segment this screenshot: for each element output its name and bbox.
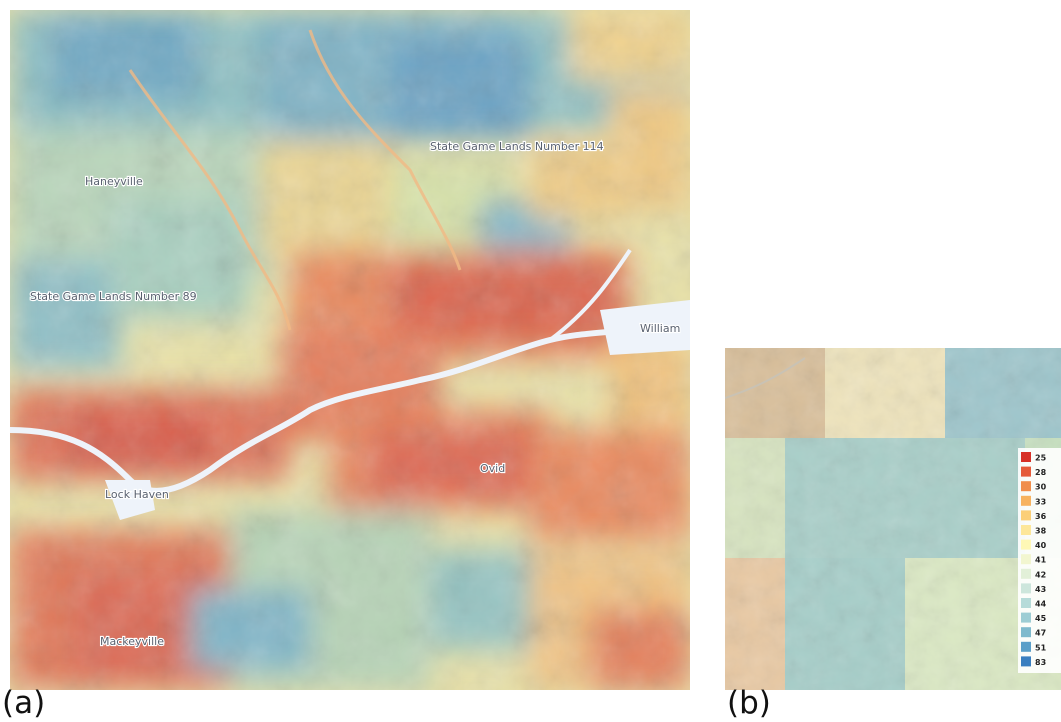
place-label: William <box>640 322 680 335</box>
legend-label: 45 <box>1035 614 1047 623</box>
place-label: Lock Haven <box>105 488 169 501</box>
stream-north-2 <box>308 29 462 271</box>
legend-label: 47 <box>1035 629 1046 638</box>
legend-label: 43 <box>1035 585 1046 594</box>
road <box>725 357 806 399</box>
legend-label: 41 <box>1035 556 1047 565</box>
caption-a: (a) <box>2 685 46 721</box>
heat-map-b: 25 28 30 33 36 38 40 41 42 43 44 45 47 51 83 <box>725 348 1061 690</box>
legend-swatch <box>1021 452 1031 462</box>
terrain-shading <box>10 10 690 690</box>
place-label: Haneyville <box>85 175 143 188</box>
legend-label: 28 <box>1035 468 1047 477</box>
legend-swatch <box>1021 612 1031 623</box>
legend-swatch <box>1021 539 1031 550</box>
legend-label: 25 <box>1035 454 1047 463</box>
legend: 25 28 30 33 36 38 40 41 42 43 44 45 47 51 83 <box>1018 448 1061 673</box>
legend-label: 38 <box>1035 527 1047 536</box>
terrain-shading-b <box>725 348 1061 690</box>
place-labels: Haneyville State Game Lands Number 89 St… <box>29 139 682 649</box>
heat-map-a: Haneyville State Game Lands Number 89 St… <box>10 10 690 690</box>
river-branch <box>548 248 632 342</box>
place-label: Mackeyville <box>100 635 164 648</box>
legend-label: 33 <box>1035 497 1046 506</box>
legend-label: 36 <box>1035 512 1047 521</box>
legend-swatch <box>1021 583 1031 594</box>
legend-swatch <box>1021 627 1031 638</box>
legend-swatch <box>1021 510 1031 521</box>
town-williamsport <box>600 300 690 355</box>
legend-label: 83 <box>1035 658 1046 667</box>
place-label: State Game Lands Number 114 <box>430 140 604 153</box>
legend-swatch <box>1021 656 1031 667</box>
legend-swatch <box>1021 598 1031 608</box>
place-label: State Game Lands Number 89 <box>30 290 197 303</box>
legend-swatch <box>1021 495 1031 506</box>
legend-label: 30 <box>1035 483 1047 492</box>
place-label: Ovid <box>480 462 505 475</box>
legend-swatch <box>1021 568 1031 579</box>
town-lock-haven <box>105 480 155 520</box>
legend-label: 44 <box>1035 600 1047 609</box>
legend-label: 40 <box>1035 541 1047 550</box>
legend-swatch <box>1021 525 1031 535</box>
legend-swatch <box>1021 481 1031 492</box>
stream-north <box>128 69 292 331</box>
legend-swatch <box>1021 466 1031 477</box>
legend-label: 42 <box>1035 570 1046 579</box>
legend-swatch <box>1021 641 1031 652</box>
legend-label: 51 <box>1035 643 1047 652</box>
caption-b: (b) <box>727 685 771 721</box>
legend-swatch <box>1021 554 1031 565</box>
